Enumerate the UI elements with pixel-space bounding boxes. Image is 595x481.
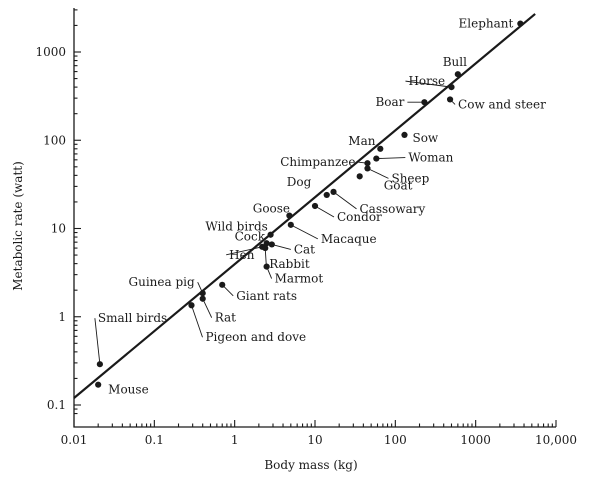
point-label: Horse — [408, 74, 445, 88]
point-label: Mouse — [108, 383, 149, 397]
point-label: Goose — [253, 202, 290, 216]
data-point — [287, 221, 294, 228]
data-points — [95, 20, 524, 388]
point-label: Cat — [294, 242, 315, 256]
data-point — [323, 191, 330, 199]
leader-line — [266, 266, 273, 279]
data-point — [454, 71, 461, 78]
leader-line — [376, 157, 406, 160]
y-tick-label: 10 — [51, 222, 66, 236]
point-label: Giant rats — [236, 289, 297, 303]
data-point — [377, 145, 384, 152]
leader-line — [405, 80, 452, 88]
leader-line — [314, 205, 335, 218]
x-tick-label: 1 — [231, 433, 239, 447]
data-point — [356, 173, 363, 180]
point-label: Macaque — [321, 232, 377, 246]
leader-line — [197, 281, 204, 294]
data-point — [95, 381, 102, 388]
point-label: Marmot — [275, 272, 324, 286]
point-label: Condor — [337, 210, 382, 224]
point-label: Pigeon and dove — [205, 330, 306, 344]
leader-line — [271, 243, 291, 250]
y-tick-label: 1000 — [35, 45, 66, 59]
leader-line — [226, 246, 263, 256]
axis-frame — [73, 8, 556, 428]
point-labels: Elephant Bull Horse Boar Cow and steer Man Sow… — [94, 17, 546, 397]
x-tick-label: 1000 — [460, 433, 491, 447]
point-label: Small birds — [98, 311, 167, 325]
x-tick-label: 100 — [384, 433, 407, 447]
point-label: Bull — [443, 55, 467, 69]
x-tick-label: 10,000 — [535, 433, 577, 447]
point-label: Hen — [229, 248, 255, 262]
point-label: Wild birds — [205, 220, 267, 234]
leader-line — [358, 161, 368, 164]
point-label: Rabbit — [269, 257, 310, 271]
leader-line — [290, 224, 319, 240]
x-axis-title: Body mass (kg) — [264, 458, 357, 472]
leader-line — [202, 298, 213, 318]
leader-line — [333, 191, 357, 210]
leader-line — [94, 318, 101, 365]
point-label: Chimpanzee — [280, 155, 355, 169]
point-label: Man — [348, 134, 375, 148]
y-axis-title: Metabolic rate (watt) — [11, 161, 25, 291]
data-point — [517, 20, 524, 27]
x-tick-label: 10 — [307, 433, 322, 447]
point-label: Guinea pig — [129, 275, 195, 289]
data-point — [286, 212, 293, 219]
point-label: Goat — [384, 178, 413, 192]
point-label: Dog — [287, 175, 312, 189]
data-point — [401, 131, 408, 138]
leader-line — [367, 167, 389, 179]
leader-line — [264, 248, 267, 265]
point-label: Woman — [408, 151, 453, 165]
fit-line-group — [73, 13, 536, 399]
point-label: Sheep — [391, 171, 429, 185]
point-label: Cassowary — [360, 202, 426, 216]
point-label: Boar — [375, 95, 404, 109]
point-label: Cock — [235, 229, 266, 243]
y-tick-label: 1 — [58, 310, 66, 324]
data-point — [263, 240, 270, 247]
y-tick-label: 0.1 — [47, 398, 66, 412]
x-tick-label: 0.01 — [61, 433, 88, 447]
y-tick-label: 100 — [43, 133, 66, 147]
leader-line — [191, 305, 203, 338]
point-label: Sow — [412, 131, 438, 145]
leader-line — [449, 99, 456, 105]
regression-line — [73, 13, 536, 399]
axes: 0.01 0.1 1 10 100 1000 10,000 0.1 1 10 100 1000 — [35, 8, 577, 447]
x-tick-label: 0.1 — [145, 433, 164, 447]
data-point — [267, 231, 274, 238]
point-label: Elephant — [459, 17, 514, 31]
data-point — [268, 241, 275, 248]
leader-line — [221, 284, 234, 297]
point-label: Rat — [215, 311, 236, 325]
point-label: Cow and steer — [458, 97, 546, 111]
